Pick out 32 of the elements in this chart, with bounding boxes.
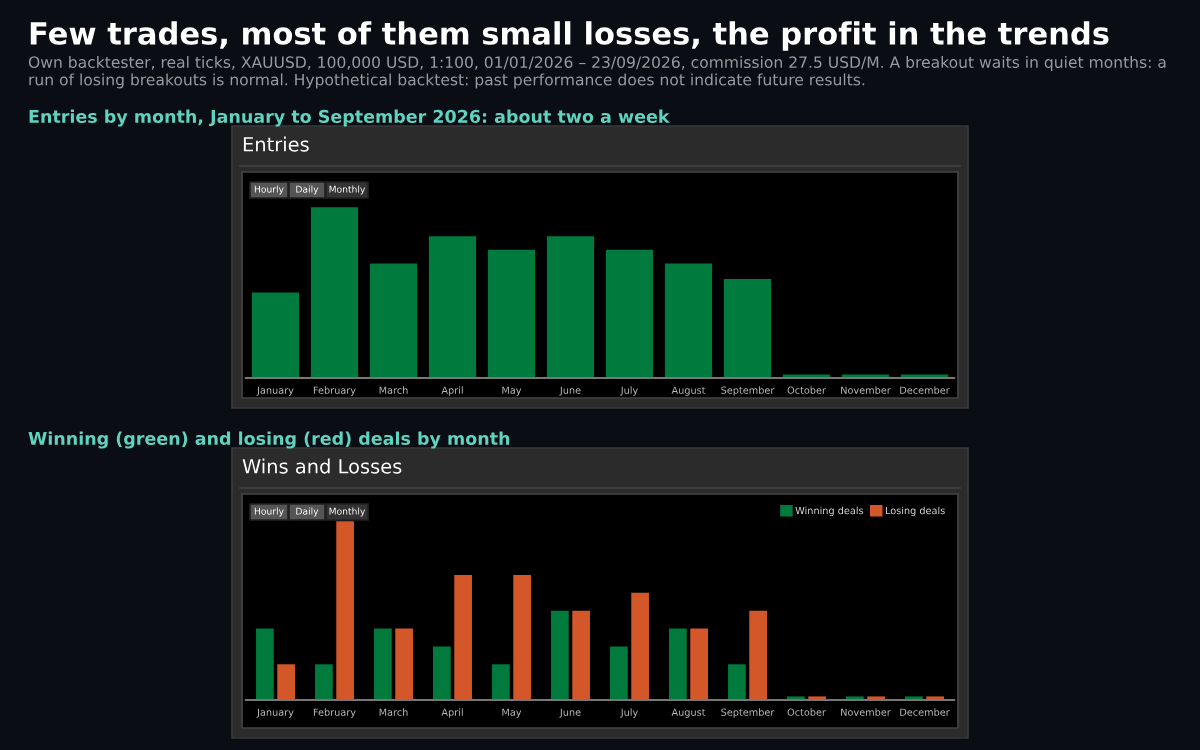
bar [310, 207, 359, 378]
bar [605, 249, 654, 378]
bar [433, 646, 451, 700]
bar [723, 278, 772, 378]
chart-subtitle: Winning (green) and losing (red) deals by month [28, 431, 510, 449]
bar [572, 610, 590, 700]
bar [664, 263, 713, 378]
bar [369, 263, 418, 378]
bar [374, 628, 392, 700]
bar [487, 249, 536, 378]
bar [277, 664, 295, 700]
bar [428, 236, 477, 378]
bar [669, 628, 687, 700]
bar [336, 521, 354, 700]
bar [454, 574, 472, 700]
chart-subtitle: Entries by month, January to September 2026: about two a week [29, 109, 670, 127]
text: Few trades, most of them small losses, the profit in the trends [30, 21, 1109, 51]
bar [690, 628, 708, 700]
bar [395, 628, 413, 700]
chart-title: Entries [243, 136, 309, 152]
bar [631, 592, 649, 700]
bar [610, 646, 628, 700]
bar [546, 236, 595, 378]
chart-title: Wins and Losses [242, 458, 402, 474]
bar [256, 628, 274, 700]
bar [513, 574, 531, 700]
bar [551, 610, 569, 700]
bar [315, 664, 333, 700]
bar [492, 664, 510, 700]
bar [749, 610, 767, 700]
bar [251, 292, 300, 378]
bar [728, 664, 746, 700]
